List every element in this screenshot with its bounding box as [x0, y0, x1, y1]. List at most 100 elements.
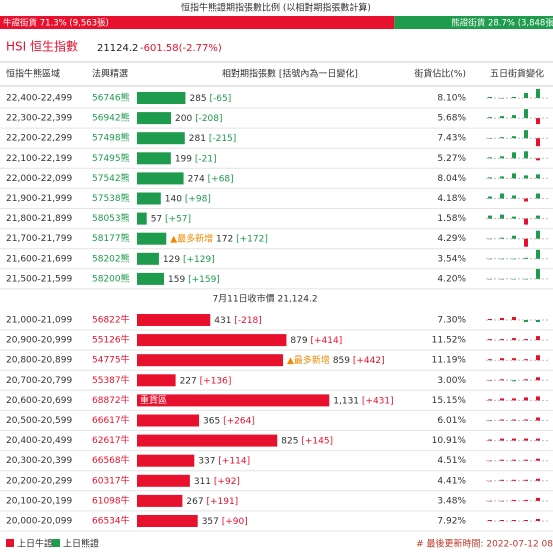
count: 172	[216, 234, 233, 244]
code: 58202熊	[92, 252, 130, 264]
spark-bar	[488, 278, 492, 280]
share: 8.04%	[437, 174, 466, 184]
spark-bar	[512, 398, 516, 401]
spark-bar	[524, 238, 528, 247]
share: 4.51%	[437, 456, 466, 466]
spark-bar	[524, 499, 528, 501]
range: 20,500-20,599	[6, 416, 73, 426]
range: 20,200-20,299	[6, 476, 73, 486]
spark-bar	[536, 377, 540, 381]
spark-bar	[488, 196, 492, 199]
spark-bar	[488, 460, 492, 462]
spark-bar	[536, 478, 540, 481]
spark-bar	[536, 458, 540, 461]
note: ▲最多新增	[170, 232, 213, 244]
range: 20,300-20,399	[6, 456, 73, 466]
count: 274	[188, 174, 205, 184]
range: 22,400-22,499	[6, 94, 73, 104]
spark-bar	[488, 177, 492, 179]
spark-bar	[536, 174, 540, 179]
count-bar	[137, 354, 284, 367]
spark-bar	[524, 359, 528, 361]
change: [+442]	[353, 356, 385, 366]
spark-bar	[524, 175, 528, 179]
spark-bar	[524, 479, 528, 481]
spark-bar	[488, 500, 492, 502]
range: 22,000-22,099	[6, 174, 73, 184]
spark-bar	[536, 118, 540, 125]
spark-bar	[500, 339, 504, 341]
spark-bar	[524, 257, 528, 259]
spark-bar	[488, 258, 492, 260]
spark-bar	[536, 158, 540, 161]
code: 56822牛	[92, 314, 130, 326]
range: 20,100-20,199	[6, 496, 73, 506]
ratio-label: 熊證街貨 28.7% (3,848張)	[451, 18, 553, 29]
count-text: ▲最多新增 859 [+442]	[287, 354, 385, 366]
count: 267	[186, 496, 203, 506]
spark-bar	[512, 459, 516, 461]
share: 11.19%	[432, 356, 467, 366]
spark-bar	[524, 379, 528, 381]
spark-bar	[536, 519, 540, 521]
column-header: 街貨佔比(%)	[414, 68, 466, 80]
range: 22,200-22,299	[6, 134, 73, 144]
range: 20,600-20,699	[6, 396, 73, 406]
bar-note: 重貨區	[140, 394, 167, 406]
spark-bar	[500, 137, 504, 139]
spark-bar	[536, 215, 540, 219]
change: [-65]	[210, 94, 232, 104]
count-bar	[137, 474, 190, 487]
spark-bar	[512, 97, 516, 98]
legend-label: 上日牛證	[17, 538, 53, 550]
change: [-215]	[209, 134, 236, 144]
spark-bar	[500, 438, 504, 441]
spark-bar	[512, 195, 516, 199]
change: [+414]	[310, 336, 342, 346]
count-text: 199 [-21]	[175, 154, 217, 164]
spark-bar	[500, 520, 504, 521]
range: 20,800-20,899	[6, 356, 73, 366]
share: 10.91%	[432, 436, 467, 446]
close-note: 7月11日收市價 21,124.2	[212, 293, 317, 305]
share: 6.01%	[437, 416, 466, 426]
count-bar	[137, 394, 330, 407]
spark-bar	[524, 218, 528, 225]
legend-swatch	[52, 539, 60, 547]
count-text: 129 [+129]	[163, 254, 215, 264]
count-text: 281 [-215]	[189, 134, 237, 144]
share: 5.68%	[437, 114, 466, 124]
change: [+136]	[200, 376, 232, 386]
code: 56746熊	[92, 92, 130, 104]
change: [+92]	[214, 476, 240, 486]
count-bar	[137, 192, 161, 205]
spark-bar	[500, 419, 504, 421]
count-bar	[137, 152, 171, 165]
spark-bar	[488, 399, 492, 401]
spark-bar	[500, 193, 504, 199]
spark-bar	[500, 459, 504, 461]
count: 227	[180, 376, 197, 386]
spark-bar	[488, 117, 492, 119]
column-header: 五日街貨變化	[490, 68, 544, 80]
code: 55387牛	[92, 374, 130, 386]
spark-bar	[524, 93, 528, 98]
count-bar	[137, 314, 211, 326]
spark-bar	[512, 235, 516, 239]
code: 66617牛	[92, 414, 130, 426]
spark-bar	[488, 480, 492, 482]
range: 20,000-20,099	[6, 517, 73, 527]
ratio-bar	[0, 16, 395, 29]
count-text: ▲最多新增 172 [+172]	[170, 232, 268, 244]
spark-bar	[488, 319, 492, 320]
updated: # 最後更新時間: 2022-07-12 08	[416, 538, 553, 550]
spark-bar	[488, 157, 492, 159]
change: [-208]	[195, 114, 222, 124]
spark-bar	[524, 320, 528, 322]
spark-bar	[500, 318, 504, 320]
spark-bar	[512, 115, 516, 119]
spark-bar	[500, 214, 504, 219]
range: 21,600-21,699	[6, 254, 73, 264]
spark-bar	[500, 398, 504, 401]
